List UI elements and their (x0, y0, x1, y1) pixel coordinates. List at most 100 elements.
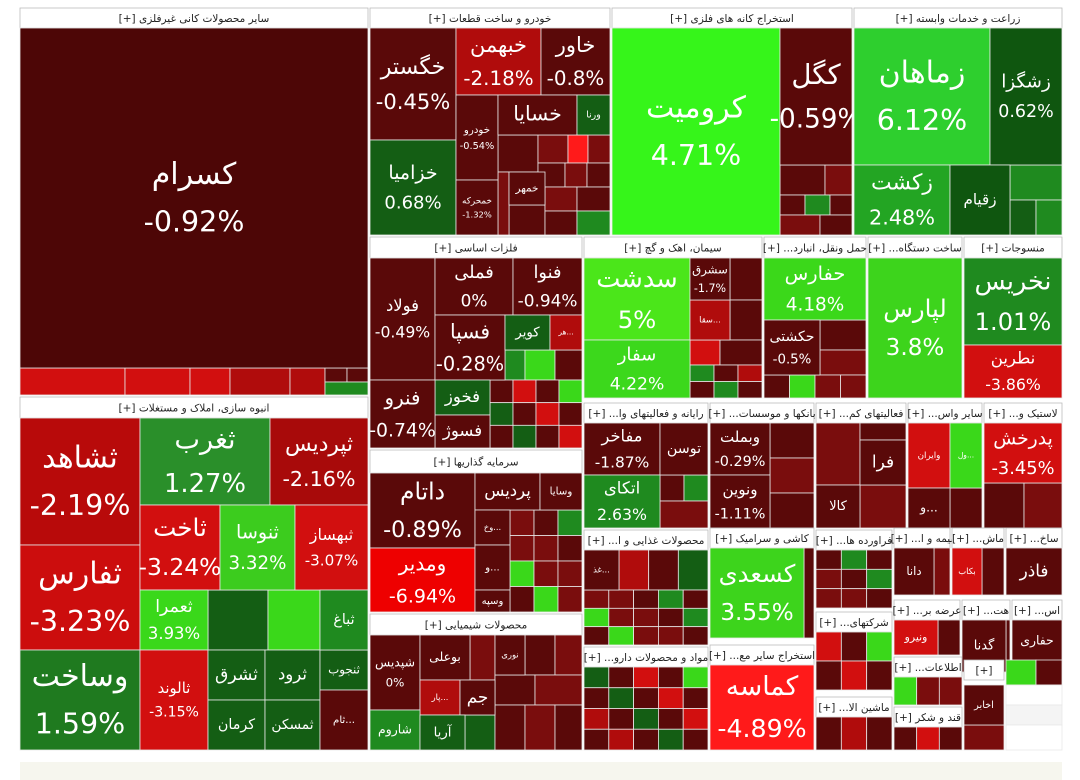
stock-tile[interactable]: کسعدی 3.55% (709, 547, 805, 639)
stock-tile[interactable]: کالا (815, 484, 861, 529)
sector: ساخ... [+] فاذر (1005, 527, 1063, 596)
tile (682, 589, 709, 609)
tile (544, 210, 578, 236)
stock-tile[interactable]: خگستر -0.45% (369, 27, 457, 141)
stock-tile[interactable]: خودرو -0.54% (455, 94, 499, 181)
stock-tile[interactable]: حفارس 4.18% (763, 257, 867, 321)
stock-tile[interactable]: اتکای 2.63% (583, 474, 661, 529)
stock-tile[interactable]: پدرخش -3.45% (983, 422, 1063, 484)
stock-tile[interactable]: ثپردیس -2.16% (269, 417, 369, 506)
stock-tile[interactable]: فولاد -0.49% (369, 257, 436, 381)
stock-tile[interactable]: ثالوند -3.15% (139, 649, 209, 751)
stock-tile[interactable]: ونوین -1.11% (709, 474, 771, 529)
stock-tile[interactable]: ...ثام (319, 689, 369, 751)
stock-tile[interactable]: شپدیس 0% (369, 634, 421, 711)
stock-tile[interactable]: بوعلی (419, 634, 471, 681)
tile (583, 607, 610, 628)
tile (512, 402, 537, 426)
sector: سایر واس... [+] وایران ...ول ...و (907, 402, 983, 529)
stock-tile[interactable]: نوری (494, 634, 526, 676)
stock-tile[interactable]: ونیرو (893, 619, 939, 656)
stock-tile[interactable]: ...ول (949, 422, 983, 489)
stock-tile[interactable]: ثرود (264, 649, 321, 701)
stock-tile[interactable]: ثنجوب (319, 649, 369, 691)
stock-tile[interactable]: فنوا -0.94% (512, 257, 583, 316)
stock-tile[interactable]: فسپا -0.28% (434, 314, 506, 381)
stock-tile[interactable]: ثاخت -3.24% (139, 504, 222, 591)
stock-tile[interactable]: خبهمن -2.18% (455, 27, 542, 96)
stock-tile[interactable]: فملی 0% (434, 257, 514, 316)
stock-tile[interactable]: اخابر (963, 684, 1005, 726)
stock-tile[interactable]: کگل -0.59% (770, 27, 863, 166)
sector: منسوجات [+] نخریس 1.01% نطرین -3.86% (963, 236, 1063, 399)
stock-tile[interactable]: ...سقا (689, 299, 731, 341)
stock-change: -4.89% (717, 714, 806, 743)
stock-tile[interactable]: سشرق -1.7% (689, 257, 731, 301)
stock-tile[interactable]: کماسه -4.89% (709, 664, 815, 751)
stock-tile[interactable]: کویر (504, 314, 551, 351)
stock-tile[interactable]: خسایا (497, 94, 578, 136)
stock-tile[interactable]: نخریس 1.01% (963, 257, 1063, 346)
stock-tile[interactable]: مفاخر -1.87% (583, 422, 661, 476)
stock-tile[interactable]: ثفارس -3.23% (19, 544, 141, 651)
stock-tile[interactable]: سفار 4.22% (583, 339, 691, 399)
stock-tile[interactable]: توسن (659, 422, 709, 476)
stock-tile[interactable]: خمهر (508, 171, 546, 206)
stock-tile[interactable]: فرا (859, 439, 907, 486)
tile (434, 414, 491, 449)
stock-tile[interactable]: زشگزا 0.62% (989, 27, 1063, 166)
stock-tile[interactable]: فخوز (434, 379, 491, 416)
stock-tile[interactable]: ثشاهد -2.19% (19, 417, 141, 546)
stock-tile[interactable]: ...غذ (583, 549, 620, 591)
stock-tile[interactable]: دانا (893, 547, 935, 596)
stock-tile[interactable]: لپارس 3.8% (867, 257, 963, 399)
stock-tile[interactable]: شاروم (369, 709, 421, 751)
stock-tile[interactable]: پردیس (474, 472, 541, 511)
sector-title: فراورده ها... [+] (816, 535, 892, 547)
stock-tile[interactable]: ثمسکن (264, 699, 321, 751)
stock-tile[interactable]: فاذر (1005, 547, 1063, 596)
stock-tile[interactable]: ...وخ (474, 509, 511, 546)
stock-tile[interactable]: ...پار (419, 679, 461, 716)
stock-tile[interactable]: نطرین -3.86% (963, 344, 1063, 399)
stock-tile[interactable]: ثبهساز -3.07% (294, 504, 369, 591)
tile (815, 568, 842, 590)
stock-tile[interactable]: خاور -0.8% (540, 27, 611, 96)
stock-tile[interactable]: حکشتی -0.5% (763, 319, 821, 376)
stock-tile[interactable]: زقیام (949, 164, 1011, 236)
stock-tile[interactable]: وبملت -0.29% (709, 422, 771, 476)
stock-tile[interactable]: فنرو -0.74% (369, 379, 436, 449)
stock-tile[interactable]: کسرام -0.92% (19, 27, 369, 369)
stock-tile[interactable]: داتام -0.89% (369, 472, 476, 549)
stock-tile[interactable]: کرمان (207, 699, 266, 751)
stock-tile[interactable]: آریا (419, 714, 466, 751)
stock-tile[interactable]: زماهان 6.12% (853, 27, 991, 166)
stock-tile[interactable]: ومدیر -6.94% (369, 547, 476, 613)
tile (866, 660, 893, 691)
stock-tile[interactable]: ثباغ (319, 589, 369, 651)
stock-tile[interactable]: وسپه (474, 589, 511, 613)
stock-tile[interactable]: ثنوسا 3.32% (219, 504, 296, 591)
stock-tile[interactable]: ...هر (549, 314, 583, 351)
stock-tile[interactable]: وساخت 1.59% (19, 649, 141, 751)
stock-tile[interactable]: کرومیت 4.71% (611, 27, 781, 236)
stock-tile[interactable]: زکشت 2.48% (853, 164, 951, 236)
stock-tile[interactable]: وسایا (539, 472, 583, 511)
stock-tile[interactable]: ثعمرا 3.93% (139, 589, 209, 651)
stock-tile[interactable]: حفاری (1011, 619, 1063, 663)
stock-tile[interactable]: خزامیا 0.68% (369, 139, 457, 236)
stock-tile[interactable]: جم (459, 679, 496, 716)
stock-tile[interactable]: ...و (907, 487, 951, 529)
stock-tile[interactable]: سدشت 5% (583, 257, 691, 341)
stock-tile[interactable]: ...و (474, 544, 511, 591)
stock-tile[interactable]: خمحرکه -1.32% (455, 179, 499, 236)
stock-tile[interactable]: فسوژ (434, 414, 491, 449)
tile (824, 164, 853, 196)
stock-tile[interactable]: بکاب (951, 547, 983, 596)
stock-tile[interactable]: ثشرق (207, 649, 266, 701)
stock-tile[interactable]: ورنا (576, 94, 611, 136)
tile (840, 588, 868, 609)
stock-tile[interactable]: وایران (907, 422, 951, 489)
tile (558, 402, 583, 426)
stock-tile[interactable]: ثغرب 1.27% (139, 417, 271, 506)
